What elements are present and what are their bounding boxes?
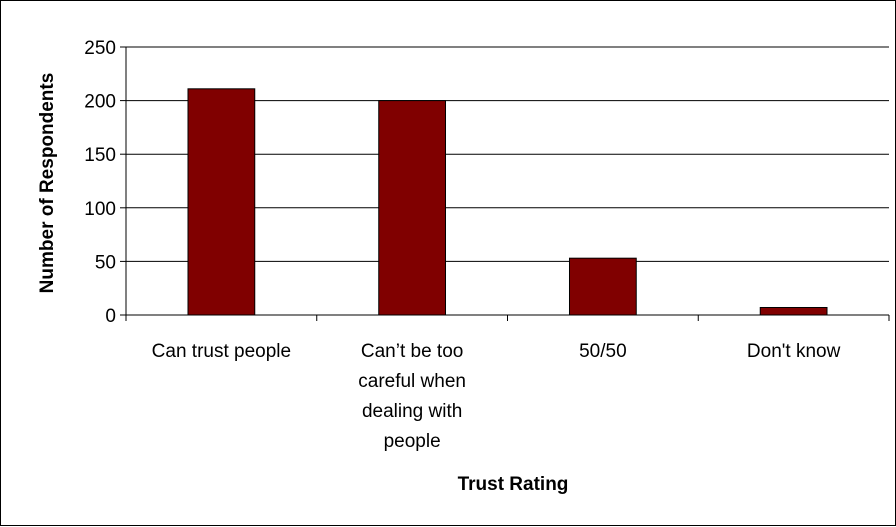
bar: [759, 306, 828, 316]
x-category-label: 50/50: [579, 341, 627, 362]
bars: [187, 88, 828, 316]
bar: [568, 257, 637, 316]
y-axis-title: Number of Respondents: [37, 73, 58, 294]
bar: [187, 88, 256, 316]
y-tick-label: 100: [84, 199, 116, 220]
y-tick-label: 250: [84, 38, 116, 59]
x-category-label: Don't know: [747, 341, 841, 362]
axes: [120, 46, 890, 321]
x-category-label: Can’t be too careful when dealing with peop…: [358, 341, 466, 452]
y-tick-label: 0: [105, 306, 116, 327]
y-tick-label: 200: [84, 92, 116, 113]
x-category-label: Can trust people: [152, 341, 291, 362]
x-axis-title: Trust Rating: [458, 474, 569, 495]
y-tick-label: 50: [95, 252, 116, 273]
bar: [378, 100, 447, 316]
y-tick-label: 150: [84, 145, 116, 166]
labels: 0 50 100 150 200 250 Can trust people Can’t be …: [84, 38, 840, 452]
